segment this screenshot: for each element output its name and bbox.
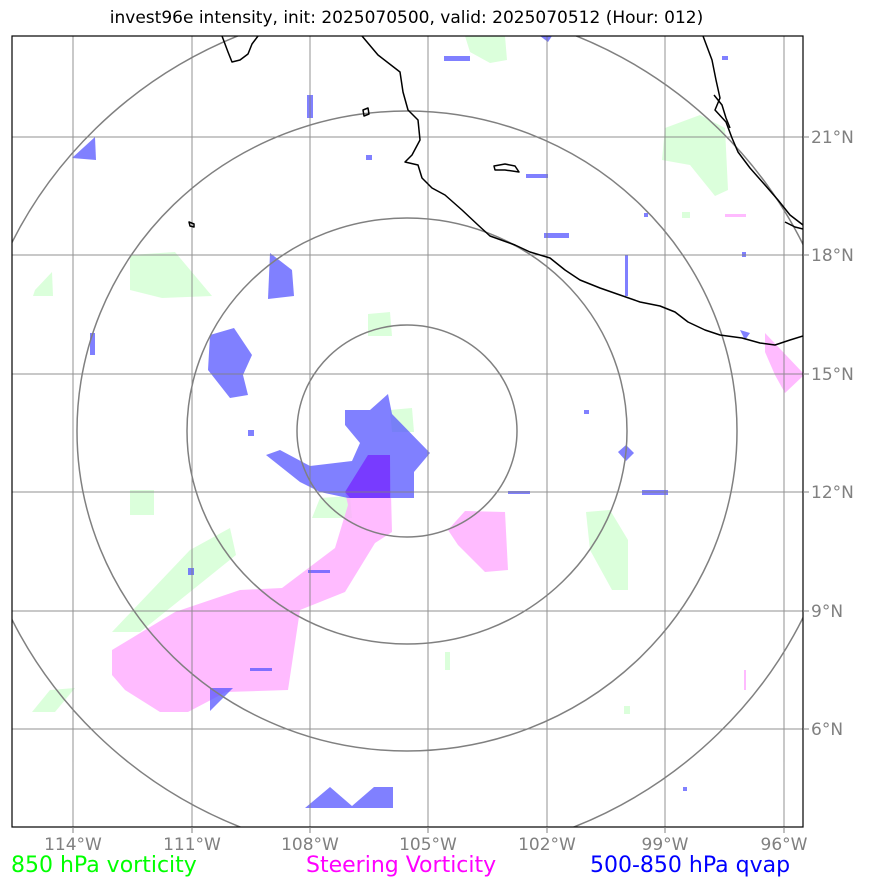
- lat-label: 12°N: [811, 483, 854, 503]
- tick-marks: [72, 136, 809, 833]
- lon-label: 114°W: [44, 835, 102, 855]
- legend-qvap: 500-850 hPa qvap: [590, 853, 791, 878]
- map-frame: [11, 35, 804, 828]
- islas-marias: [362, 107, 370, 117]
- range-rings: [12, 36, 803, 827]
- lat-label: 9°N: [811, 602, 843, 622]
- lon-label: 105°W: [399, 835, 457, 855]
- longitude-labels: 114°W 111°W 108°W 105°W 102°W 99°W 96°W: [44, 835, 808, 855]
- coast-inlet-1: [713, 94, 731, 129]
- graticule: [12, 36, 803, 827]
- lon-label: 96°W: [761, 835, 808, 855]
- gulf-coast: [702, 36, 803, 226]
- steering-core-overlap: [345, 455, 390, 498]
- lon-label: 108°W: [281, 835, 339, 855]
- lat-label: 15°N: [811, 365, 854, 385]
- latitude-labels: 21°N 18°N 15°N 12°N 9°N 6°N: [811, 128, 854, 740]
- lake-chapala: [493, 163, 520, 173]
- steering-vorticity-contours: [112, 214, 803, 712]
- legend-steering-vorticity: Steering Vorticity: [306, 853, 497, 878]
- map-title: invest96e intensity, init: 2025070500, v…: [109, 8, 704, 28]
- baja-california-tip: [221, 36, 259, 63]
- legend-850-vorticity: 850 hPa vorticity: [11, 853, 197, 878]
- coastlines: [188, 36, 803, 346]
- lon-label: 99°W: [642, 835, 689, 855]
- mexico-pacific-coast: [361, 36, 803, 346]
- lat-label: 18°N: [811, 246, 854, 266]
- lat-label: 21°N: [811, 128, 854, 148]
- lon-label: 102°W: [518, 835, 576, 855]
- vorticity-850-contours: [32, 36, 728, 714]
- yucatan-coast: [784, 221, 803, 230]
- range-ring-1: [296, 324, 518, 538]
- lon-label: 111°W: [163, 835, 221, 855]
- isla-socorro: [188, 221, 195, 228]
- map-plot-area: [12, 36, 803, 827]
- range-ring-2: [186, 217, 628, 645]
- lat-label: 6°N: [811, 720, 843, 740]
- range-ring-3: [76, 110, 738, 752]
